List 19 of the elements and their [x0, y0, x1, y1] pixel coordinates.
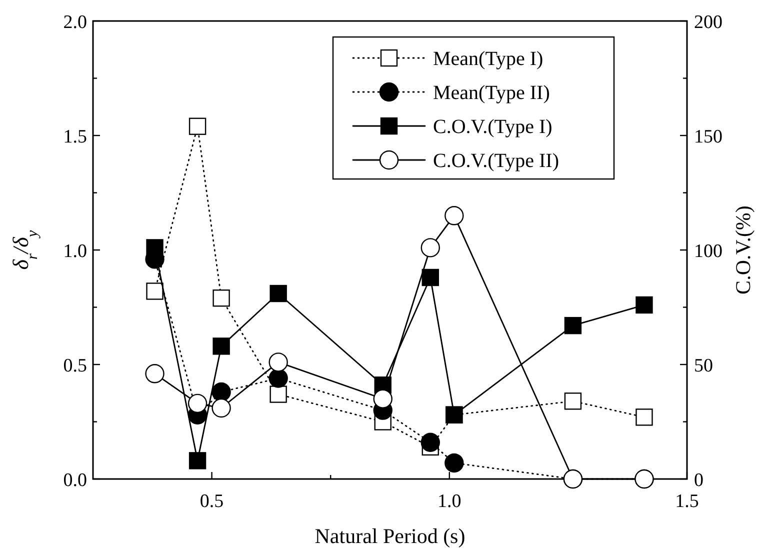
x-axis-title: Natural Period (s)	[314, 524, 466, 548]
legend-label: C.O.V.(Type I)	[433, 116, 552, 138]
y-tick-label: 1.0	[63, 241, 87, 262]
legend-label: Mean(Type I)	[433, 48, 544, 70]
y2-tick-label: 200	[694, 12, 722, 33]
x-tick-label: 1.5	[675, 491, 699, 512]
y-tick-label: 2.0	[63, 12, 87, 33]
y-tick-label: 0.5	[63, 356, 87, 376]
y-tick-label: 1.5	[63, 126, 87, 148]
x-tick-label: 1.0	[438, 491, 462, 512]
y2-axis-title: C.O.V.(%)	[731, 206, 755, 294]
y2-tick-label: 150	[694, 126, 722, 148]
legend-label: Mean(Type II)	[433, 82, 550, 104]
legend-label: C.O.V.(Type II)	[433, 150, 559, 172]
y2-tick-label: 50	[694, 356, 713, 376]
y-tick-label: 0.0	[63, 470, 87, 491]
y2-tick-label: 100	[694, 241, 722, 262]
x-tick-label: 0.5	[200, 491, 224, 512]
y2-tick-label: 0	[694, 470, 704, 491]
